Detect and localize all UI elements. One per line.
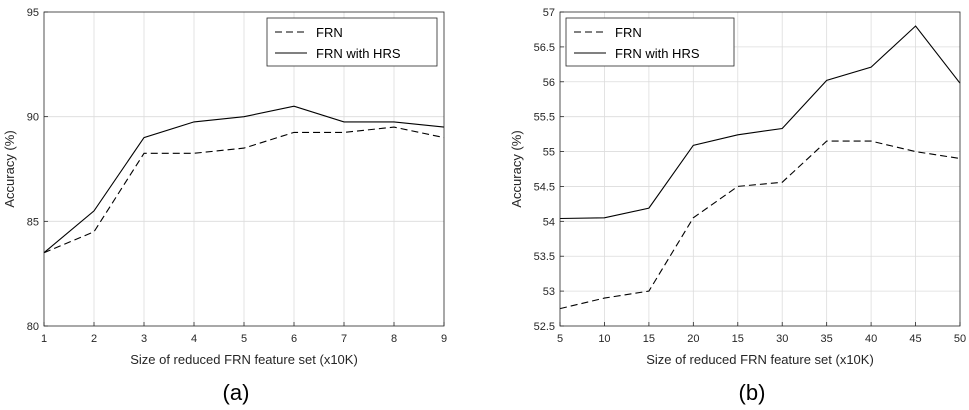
chart-a: 1 2 3 4 5 6 7 8 9 80 85 90 95 Size of reduced FRN fe… xyxy=(2,7,447,405)
chart-b-xtick-2: 15 xyxy=(643,333,655,345)
chart-b-ticks: 5 10 15 20 15 30 35 40 45 50 52.5 53 53.5 54 54.5 55 55.… xyxy=(534,7,967,345)
chart-b-legend-box xyxy=(565,17,735,67)
chart-b-xtick-1: 10 xyxy=(598,333,610,345)
chart-a-ticks: 1 2 3 4 5 6 7 8 9 80 85 90 95 xyxy=(27,7,447,345)
chart-b-ytick-4: 54.5 xyxy=(534,181,555,193)
chart-a-xtick-5: 6 xyxy=(291,333,297,345)
chart-b-xtick-7: 40 xyxy=(865,333,877,345)
chart-a-xtick-3: 4 xyxy=(191,333,197,345)
chart-a-ylabel: Accuracy (%) xyxy=(2,130,17,207)
chart-a-xtick-0: 1 xyxy=(41,333,47,345)
chart-b-series-line-frn-hrs xyxy=(559,25,961,220)
chart-b-xtick-6: 35 xyxy=(821,333,833,345)
chart-b-xtick-0: 5 xyxy=(557,333,563,345)
chart-b-xtick-3: 20 xyxy=(687,333,699,345)
chart-b-ytick-1: 53 xyxy=(543,286,555,298)
chart-b-ytick-3: 54 xyxy=(543,216,555,228)
chart-a-xtick-7: 8 xyxy=(391,333,397,345)
chart-a-xtick-2: 3 xyxy=(141,333,147,345)
chart-b-plot-frame xyxy=(559,11,961,327)
chart-a-ytick-1: 85 xyxy=(27,216,39,228)
chart-a-xtick-1: 2 xyxy=(91,333,97,345)
chart-a-series-line-frn xyxy=(43,126,445,254)
chart-a-legend-label-frn-hrs: FRN with HRS xyxy=(316,46,401,61)
chart-a-ytick-3: 95 xyxy=(27,7,39,19)
chart-b-series-line-frn xyxy=(559,140,961,310)
chart-b-ytick-7: 56 xyxy=(543,77,555,89)
chart-b-ylabel: Accuracy (%) xyxy=(509,130,524,207)
chart-a-ytick-2: 90 xyxy=(27,112,39,124)
chart-a-xlabel: Size of reduced FRN feature set (x10K) xyxy=(130,352,358,367)
chart-a-xtick-6: 7 xyxy=(341,333,347,345)
chart-b-series xyxy=(559,25,961,310)
chart-b-xtick-5: 30 xyxy=(776,333,788,345)
chart-b-ytick-6: 55.5 xyxy=(534,112,555,124)
chart-b-legend: FRN FRN with HRS xyxy=(565,17,735,67)
chart-b-ytick-0: 52.5 xyxy=(534,321,555,333)
chart-b-ytick-8: 56.5 xyxy=(534,42,555,54)
chart-a-series-line-frn-hrs xyxy=(43,105,445,254)
chart-b-xtick-4: 15 xyxy=(732,333,744,345)
chart-a-caption: (a) xyxy=(223,380,250,405)
chart-a-xtick-8: 9 xyxy=(441,333,447,345)
chart-a-series xyxy=(43,105,445,254)
chart-b-legend-label-frn: FRN xyxy=(615,25,642,40)
chart-b-ytick-2: 53.5 xyxy=(534,251,555,263)
chart-a-xtick-4: 5 xyxy=(241,333,247,345)
chart-b-xlabel: Size of reduced FRN feature set (x10K) xyxy=(646,352,874,367)
chart-b-xtick-9: 50 xyxy=(954,333,966,345)
chart-b-ytick-5: 55 xyxy=(543,147,555,159)
chart-b: 5 10 15 20 15 30 35 40 45 50 52.5 53 53.5 54 54.5 55 55.… xyxy=(509,7,966,405)
chart-a-legend-label-frn: FRN xyxy=(316,25,343,40)
chart-b-xtick-8: 45 xyxy=(909,333,921,345)
chart-a-ytick-0: 80 xyxy=(27,321,39,333)
chart-b-legend-label-frn-hrs: FRN with HRS xyxy=(615,46,700,61)
chart-b-caption: (b) xyxy=(739,380,766,405)
chart-a-legend-box xyxy=(266,17,438,67)
chart-b-ytick-9: 57 xyxy=(543,7,555,19)
chart-a-legend: FRN FRN with HRS xyxy=(266,17,438,67)
